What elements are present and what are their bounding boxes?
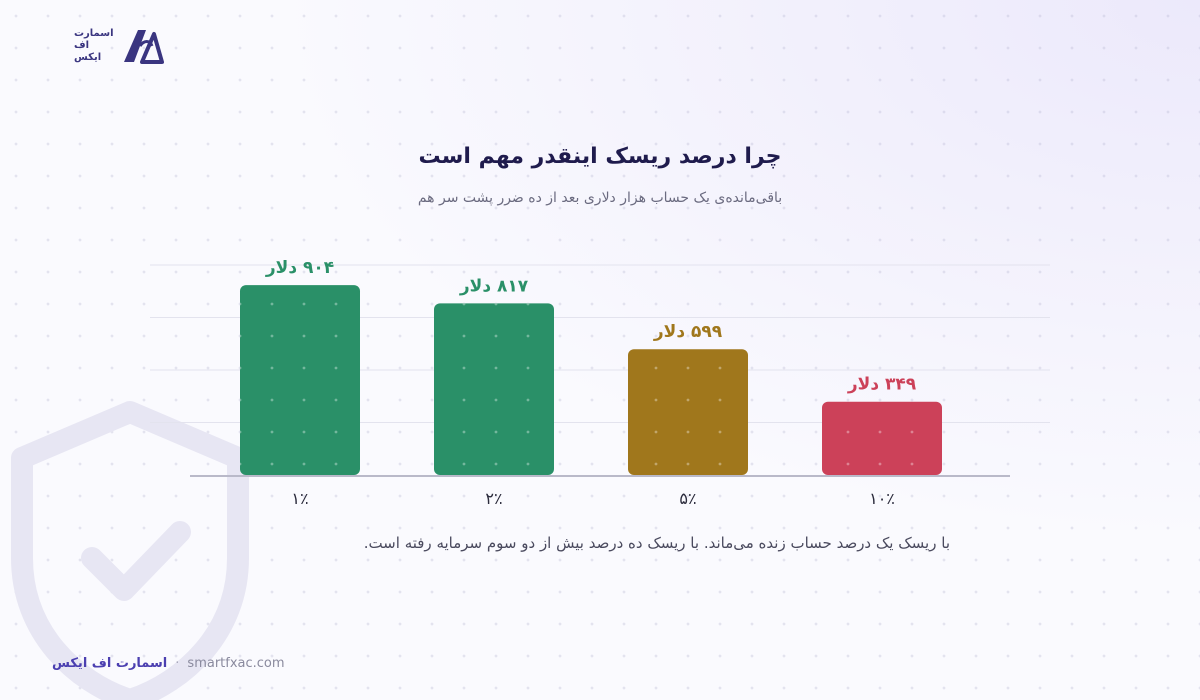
chart-caption: با ریسک یک درصد حساب زنده می‌ماند. با ری…: [363, 534, 950, 552]
value-label-2: ۸۱۷ دلار: [459, 276, 529, 296]
bar-texture-3: [628, 349, 748, 475]
brand-logo[interactable]: اسمارت اف ایکس: [74, 24, 174, 68]
logo-line-3: ایکس: [74, 52, 102, 63]
chart-title: چرا درصد ریسک اینقدر مهم است: [418, 144, 782, 169]
bar-texture-1: [240, 285, 360, 475]
x-tick-label-2: ۲٪: [485, 489, 502, 508]
x-tick-label-1: ۱٪: [291, 489, 308, 508]
shield-check-icon: [11, 401, 249, 700]
footer-brand-name[interactable]: اسمارت اف ایکس: [52, 656, 168, 671]
logo-mark-icon: [123, 30, 164, 64]
x-tick-label-4: ۱۰٪: [869, 489, 895, 508]
footer: اسمارت اف ایکس · smartfxac.com: [52, 656, 285, 671]
value-label-1: ۹۰۴ دلار: [265, 258, 334, 278]
logo-wordmark: اسمارت اف ایکس: [74, 28, 114, 64]
bar-texture-4: [822, 401, 942, 475]
value-label-4: ۳۴۹ دلار: [847, 375, 917, 395]
bar-texture-2: [434, 303, 554, 475]
footer-url[interactable]: smartfxac.com: [187, 656, 285, 671]
logo-line-2: اف: [74, 40, 90, 51]
x-tick-label-3: ۵٪: [679, 489, 696, 508]
logo-line-1: اسمارت: [74, 28, 114, 39]
chart-subtitle: باقی‌مانده‌ی یک حساب هزار دلاری بعد از د…: [417, 190, 783, 206]
value-label-3: ۵۹۹ دلار: [653, 322, 723, 342]
footer-separator: ·: [175, 656, 180, 671]
